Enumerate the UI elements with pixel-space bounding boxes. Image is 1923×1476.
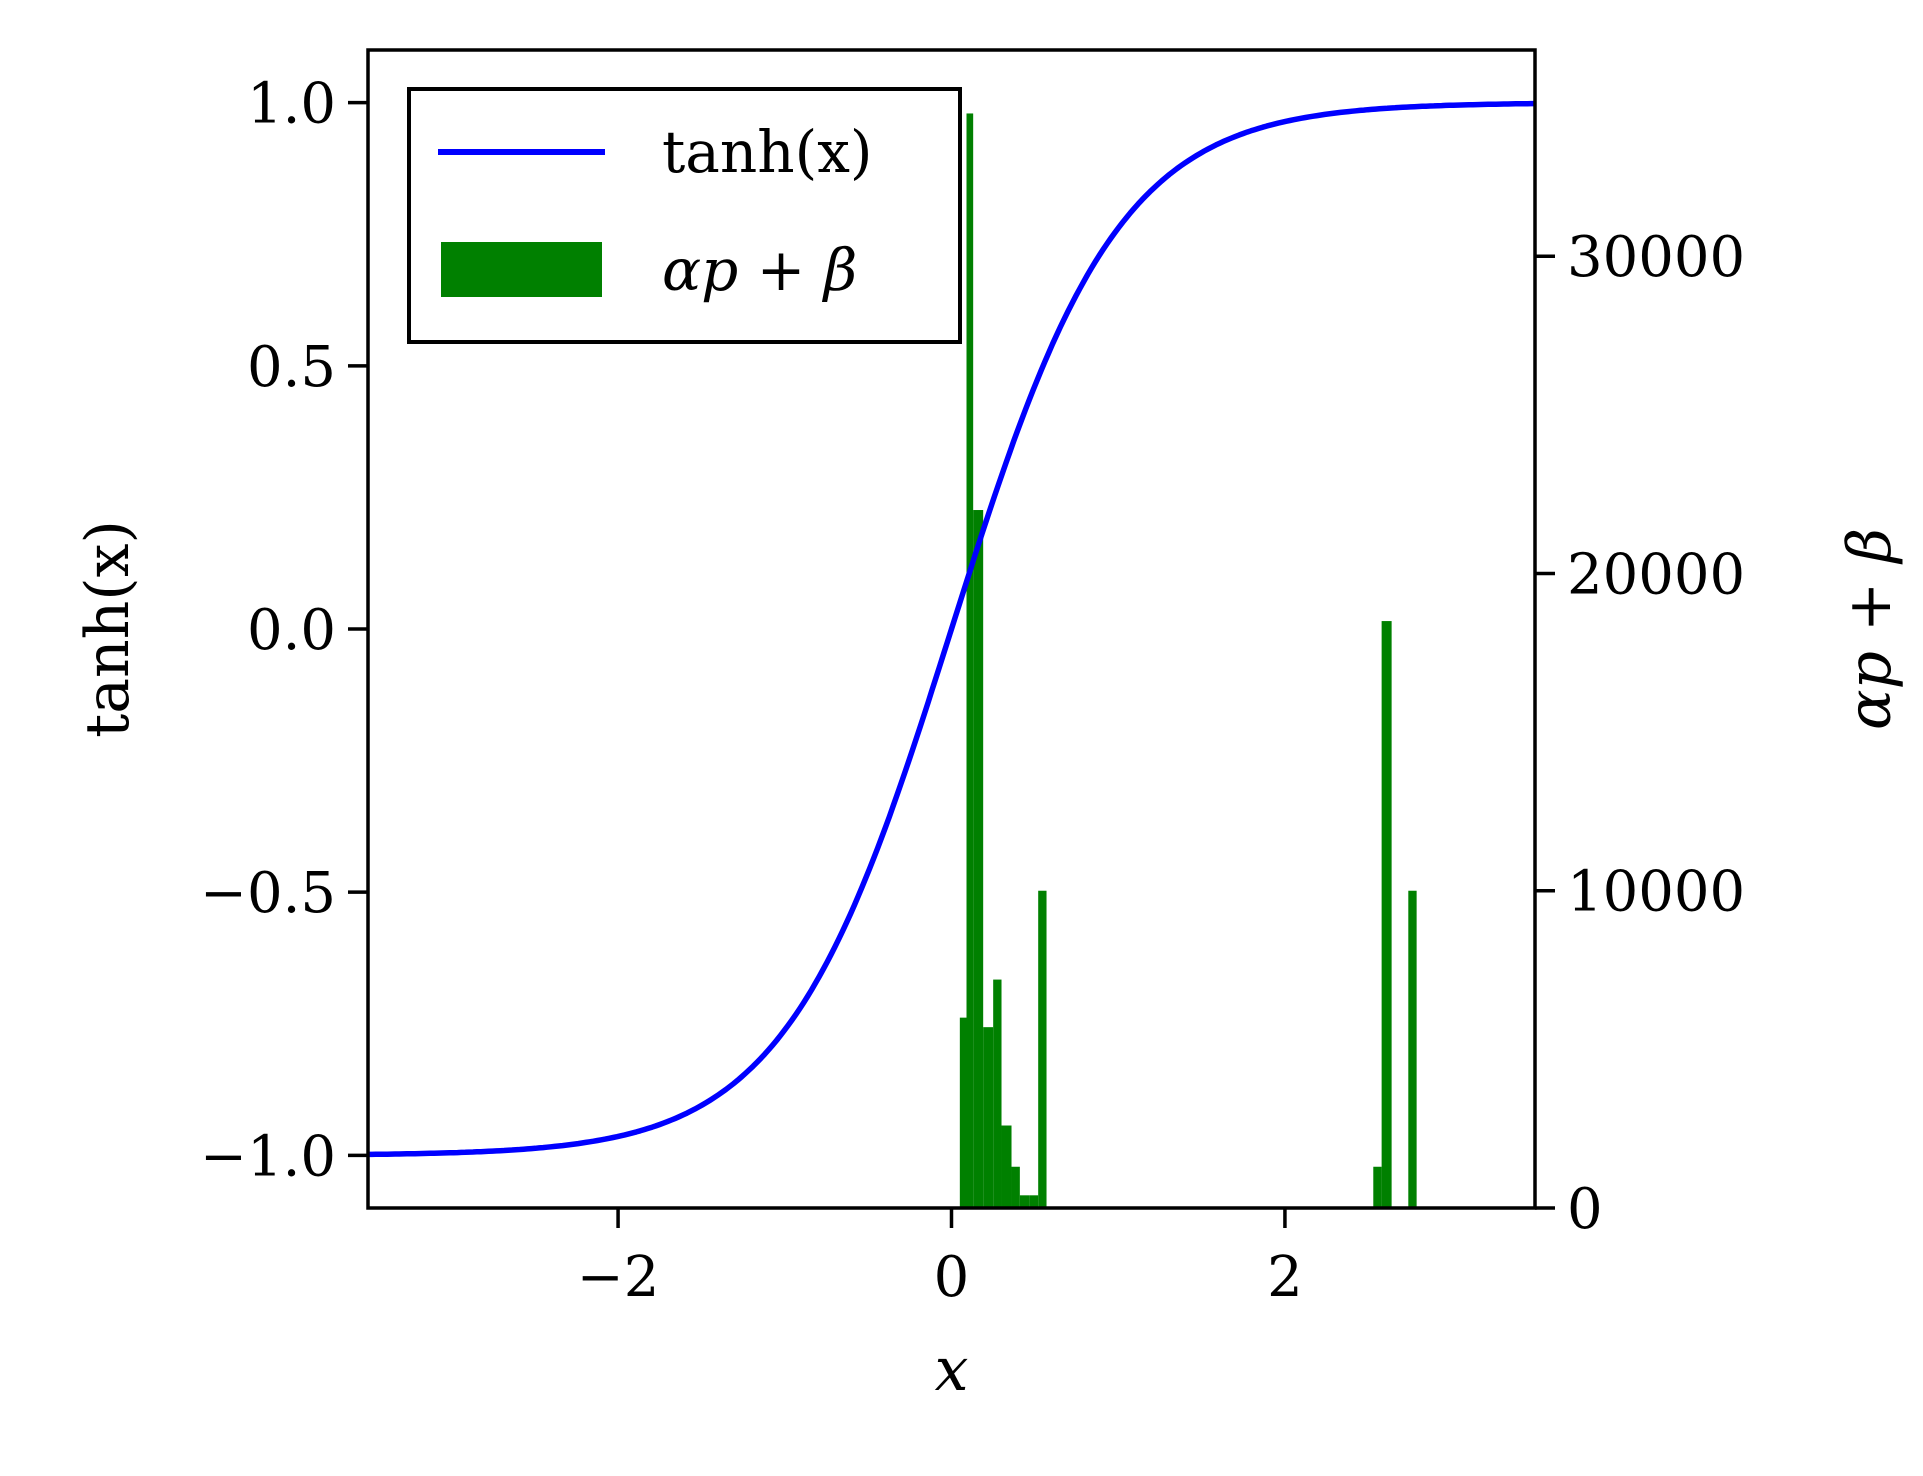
left-y-tick-label: 1.0 (247, 72, 336, 137)
tanh-series (368, 100, 1535, 1158)
x-tick-label: −2 (577, 1245, 660, 1310)
right-y-tick-label: 0 (1567, 1177, 1603, 1242)
histogram-bar (973, 510, 984, 1208)
histogram-bar (983, 1027, 994, 1208)
left-y-tick-label: −0.5 (200, 861, 336, 926)
left-y-axis-label: tanh(x) (73, 520, 143, 738)
left-y-tick-label: −1.0 (200, 1124, 336, 1189)
tanh-line (368, 100, 1535, 1158)
histogram-bar (1029, 1195, 1039, 1208)
legend-box (407, 87, 962, 344)
histogram-bar (993, 979, 1002, 1208)
histogram-bar (959, 1017, 967, 1208)
histogram-bar (1019, 1195, 1030, 1208)
histogram-bar (966, 113, 974, 1209)
x-tick-label: 2 (1267, 1245, 1303, 1310)
left-y-tick-label: 0.0 (247, 598, 336, 663)
x-tick-label: 0 (934, 1245, 970, 1310)
histogram-bar (1038, 890, 1047, 1208)
x-axis-label: x (935, 1335, 969, 1405)
legend-bar-swatch (441, 242, 602, 297)
axis-ticks: −2 0 2 −1.0 −0.5 0.0 0.5 1.0 0 10000 20000 30000 (200, 72, 1745, 1310)
right-y-axis-label: αp + β (1835, 528, 1905, 730)
histogram-bar (1408, 890, 1417, 1208)
right-y-tick-label: 10000 (1567, 860, 1745, 925)
histogram-bar (1001, 1125, 1012, 1208)
left-y-tick-label: 0.5 (247, 335, 336, 400)
histogram-bar (1373, 1166, 1382, 1208)
legend-label-tanh: tanh(x) (662, 118, 873, 186)
legend: tanh(x) αp + β (407, 87, 962, 344)
histogram-bars (959, 113, 1417, 1209)
right-y-tick-label: 20000 (1567, 542, 1745, 607)
right-y-tick-label: 30000 (1567, 225, 1745, 290)
histogram-bar (1381, 621, 1392, 1208)
legend-label-alpha-p-beta: αp + β (662, 236, 857, 304)
histogram-bar (1011, 1166, 1020, 1208)
